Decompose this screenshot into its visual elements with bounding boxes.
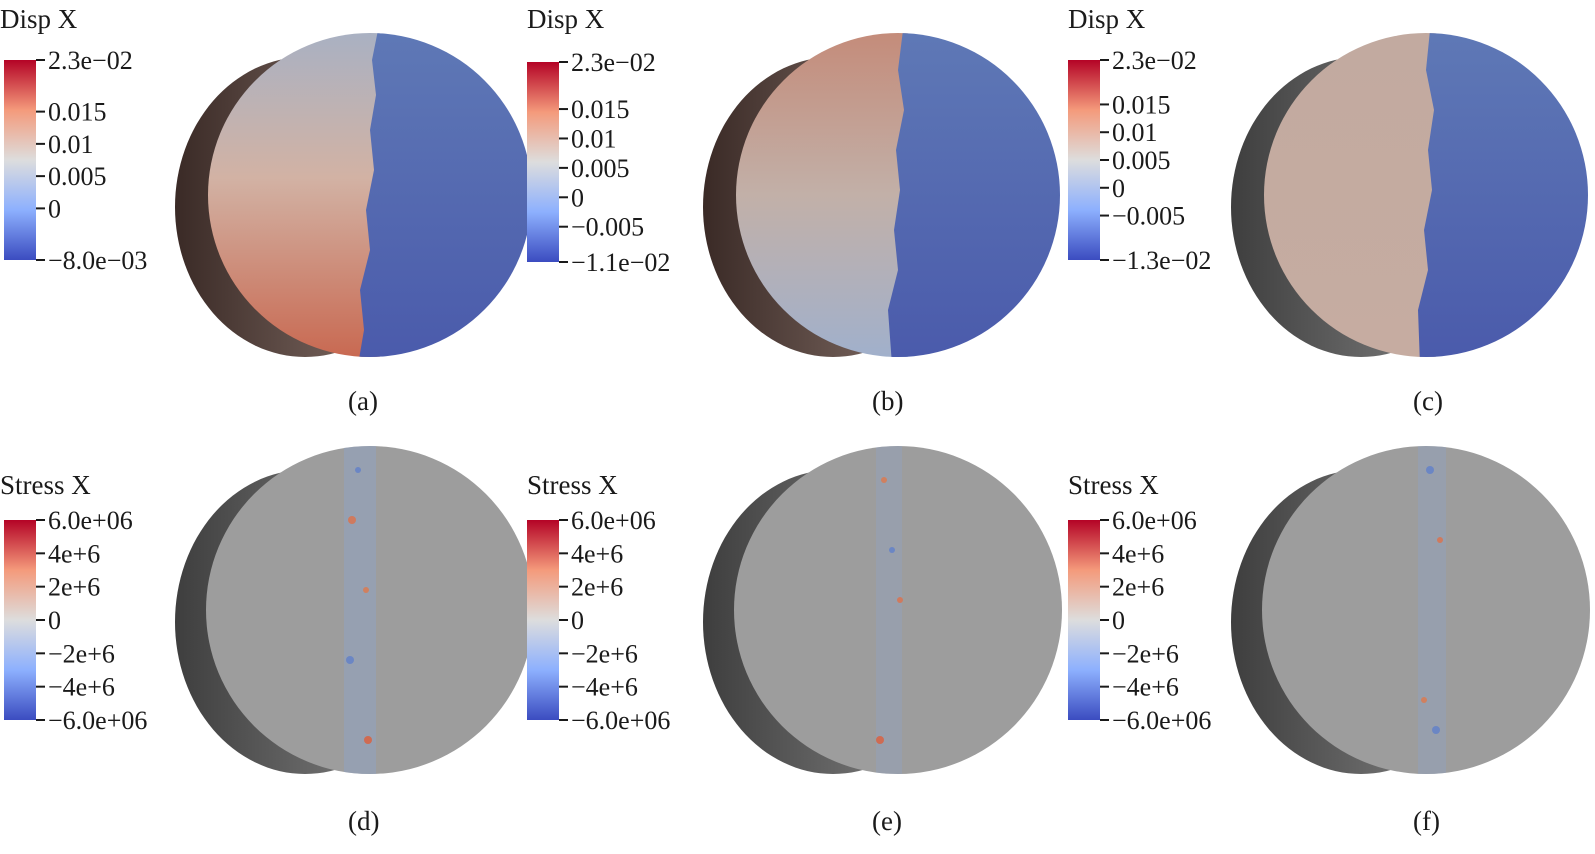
colorbar-tick-label: 0.015: [48, 98, 107, 127]
panel-caption: (d): [348, 806, 379, 836]
colorbar-gradient-bar: [4, 60, 36, 260]
colorbar-tick-label: −0.005: [1112, 202, 1185, 231]
colorbar-tick-label: 0.005: [571, 154, 630, 183]
colorbar-gradient-bar: [1068, 60, 1100, 260]
panel-caption: (a): [348, 386, 378, 416]
specimen-a-right-face: [358, 33, 532, 357]
colorbar-tick-label: −6.0e+06: [571, 706, 670, 735]
colorbar-tick-label: 0.005: [1112, 146, 1171, 175]
colorbar-title: Stress X: [0, 470, 91, 500]
specimen-d-crack-band: [344, 446, 376, 774]
colorbar-tick-label: 0: [571, 183, 584, 212]
panel-captions: (a) (b) (c) (d) (e) (f): [348, 386, 1443, 836]
colorbar-tick-label: −8.0e−03: [48, 246, 147, 275]
colorbar-tick-label: 0.01: [1112, 118, 1158, 147]
colorbar-tick-label: 6.0e+06: [571, 506, 656, 535]
specimen-f-face: [1262, 446, 1590, 774]
specimen-f: [1231, 446, 1590, 774]
colorbar-tick-label: −2e+6: [48, 639, 115, 668]
colorbar-tick-label: 0: [1112, 606, 1125, 635]
colorbar-tick-label: 2.3e−02: [571, 48, 656, 77]
specimen-f-crack-band: [1418, 446, 1446, 774]
colorbar-tick-label: 0.015: [571, 95, 630, 124]
panel-caption: (b): [872, 386, 903, 416]
colorbar-tick-label: 0.01: [571, 124, 617, 153]
colorbar-gradient-bar: [4, 520, 36, 720]
colorbar-tick-label: −4e+6: [48, 673, 115, 702]
colorbar-tick-label: 0.005: [48, 162, 107, 191]
colorbar-tick-label: −1.3e−02: [1112, 246, 1211, 275]
colorbar-tick-label: 0.015: [1112, 90, 1171, 119]
colorbar-gradient-bar: [1068, 520, 1100, 720]
specimen-d: [175, 446, 534, 774]
specimen-c-right-face: [1418, 33, 1588, 357]
colorbar-tick-label: 2e+6: [48, 573, 100, 602]
colorbar-tick-label: 6.0e+06: [1112, 506, 1197, 535]
colorbar-tick-label: −1.1e−02: [571, 248, 670, 277]
colorbar-tick-label: 4e+6: [48, 539, 100, 568]
specimen-e-crack-band: [876, 446, 902, 774]
colorbar-a: Disp X 2.3e−02 0.015 0.01 0.005 0 −8.0e−03: [0, 4, 147, 275]
colorbar-tick-label: −6.0e+06: [48, 706, 147, 735]
colorbar-title: Stress X: [1068, 470, 1159, 500]
colorbar-title: Disp X: [0, 4, 78, 34]
specimen-a: [175, 33, 532, 357]
colorbar-tick-label: −2e+6: [1112, 639, 1179, 668]
panel-caption: (f): [1413, 806, 1440, 836]
colorbar-title: Disp X: [1068, 4, 1146, 34]
colorbar-tick-label: 6.0e+06: [48, 506, 133, 535]
colorbar-tick-label: 2.3e−02: [1112, 46, 1197, 75]
colorbar-f: Stress X 6.0e+06 4e+6 2e+6 0 −2e+6 −4e+6 −6.0e+…: [1068, 470, 1211, 735]
specimen-b-right-face: [888, 33, 1060, 357]
colorbar-tick-label: 0: [1112, 174, 1125, 203]
colorbar-tick-label: 4e+6: [1112, 539, 1164, 568]
colorbar-title: Disp X: [527, 4, 605, 34]
colorbar-legends: Disp X2.3e−020.0150.010.0050−8.0e−03Disp…: [0, 4, 1211, 735]
colorbar-tick-label: 2e+6: [571, 573, 623, 602]
colorbar-tick-label: 0.01: [48, 130, 94, 159]
colorbar-tick-label: 0: [48, 194, 61, 223]
colorbar-gradient-bar: [527, 62, 559, 262]
panel-caption: (c): [1413, 386, 1443, 416]
colorbar-title: Stress X: [527, 470, 618, 500]
colorbar-e: Stress X 6.0e+06 4e+6 2e+6 0 −2e+6 −4e+6 −6.0e+…: [527, 470, 670, 735]
colorbar-tick-label: −0.005: [571, 213, 644, 242]
specimen-d-face: [206, 446, 534, 774]
panel-caption: (e): [872, 806, 902, 836]
specimen-c: [1231, 33, 1588, 357]
colorbar-tick-label: 0: [571, 606, 584, 635]
colorbar-tick-label: −4e+6: [571, 673, 638, 702]
colorbar-tick-label: 4e+6: [571, 539, 623, 568]
specimen-e-face: [734, 446, 1062, 774]
colorbar-gradient-bar: [527, 520, 559, 720]
colorbar-tick-label: −4e+6: [1112, 673, 1179, 702]
specimen-e: [703, 446, 1062, 774]
colorbar-tick-label: 0: [48, 606, 61, 635]
colorbar-tick-label: −2e+6: [571, 639, 638, 668]
colorbar-tick-label: 2.3e−02: [48, 46, 133, 75]
colorbar-tick-label: 2e+6: [1112, 573, 1164, 602]
colorbar-d: Stress X 6.0e+06 4e+6 2e+6 0 −2e+6 −4e+6 −6.0e+…: [0, 470, 147, 735]
specimen-b: [703, 33, 1060, 357]
colorbar-tick-label: −6.0e+06: [1112, 706, 1211, 735]
